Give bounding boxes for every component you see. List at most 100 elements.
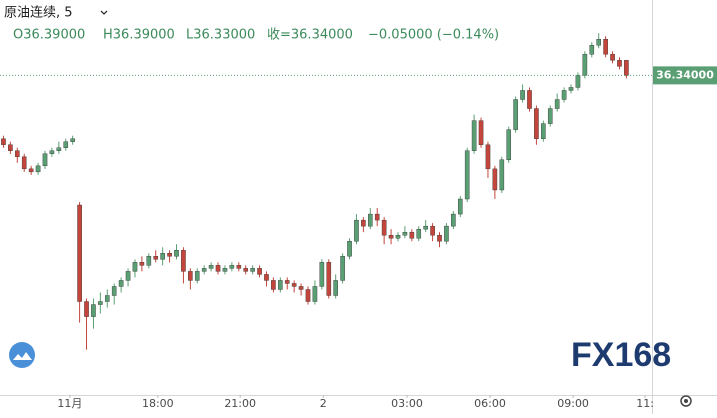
candle-body [506, 129, 512, 161]
candle-body [160, 253, 165, 260]
candle-body [485, 144, 491, 170]
candle-body [603, 38, 608, 55]
candle-body [236, 265, 242, 269]
candle-body [464, 150, 470, 200]
candle-body [284, 280, 290, 284]
ohlc-close: 收=36.34000 [267, 28, 353, 43]
candle-body [77, 204, 82, 302]
last-price-box [653, 66, 717, 85]
candle-body [201, 268, 207, 272]
candle-body [305, 289, 311, 302]
candle-body [610, 54, 615, 61]
candle-body [153, 256, 159, 260]
candle-body [35, 165, 41, 173]
candle-body [118, 280, 124, 287]
x-tick-label: 18:00 [142, 397, 174, 410]
candle-body [194, 271, 200, 281]
candle-body [215, 265, 221, 272]
candle-body [624, 60, 629, 76]
logo-mark [13, 352, 32, 360]
candle-body [589, 45, 595, 55]
candle-body [21, 156, 27, 170]
candle-body [575, 75, 581, 88]
candle-body [8, 144, 13, 151]
x-tick-label: 06:00 [474, 397, 506, 410]
candle-body [513, 99, 518, 130]
gear [680, 395, 692, 407]
candle-body [423, 225, 428, 230]
candle-body [132, 262, 138, 272]
candle-body [457, 198, 463, 215]
candle-body [28, 168, 34, 173]
candle-body [520, 90, 525, 100]
candle-body [222, 268, 228, 272]
candle-body [416, 228, 422, 239]
candle-body [347, 241, 352, 257]
candle-body [354, 219, 359, 242]
candle-body [188, 271, 193, 281]
candle-body [250, 268, 255, 272]
candle-body [208, 265, 214, 269]
x-tick-label: 11月 [57, 397, 82, 410]
candle-body [547, 108, 553, 124]
candle-body [229, 265, 235, 269]
candle-body [596, 38, 602, 46]
candle-body [42, 153, 48, 167]
candle-body [146, 256, 152, 266]
candle-body [49, 150, 55, 154]
candle-body [70, 138, 75, 142]
candle-body [91, 304, 96, 317]
candle-body [104, 295, 110, 302]
logo-button[interactable] [9, 342, 35, 368]
candle-body [243, 268, 249, 272]
candle-body [451, 213, 456, 227]
candle-body [568, 87, 574, 91]
candle-body [471, 120, 477, 151]
candle-body [257, 268, 262, 275]
candle-body [478, 120, 484, 145]
candle-body [167, 253, 172, 257]
candle-body [340, 256, 345, 281]
candle-body [63, 141, 69, 148]
x-tick-label: 11: [636, 397, 654, 410]
gear-center [684, 399, 688, 403]
candle-body [541, 123, 546, 139]
x-tick-label: 2 [320, 397, 327, 410]
candle-body [499, 159, 505, 191]
x-tick-label: 09:00 [557, 397, 589, 410]
candle-body [264, 274, 269, 281]
candle-body [174, 250, 179, 257]
candle-body [326, 262, 332, 296]
candle-body [374, 213, 380, 221]
candle-body [181, 250, 186, 272]
x-tick-label: 21:00 [224, 397, 256, 410]
candle-body [430, 225, 435, 236]
candle-body [298, 286, 304, 290]
ohlc-open: O36.39000 [13, 28, 85, 43]
settings-button[interactable] [680, 395, 692, 407]
candle-body [271, 280, 276, 290]
interval-dropdown[interactable] [100, 10, 108, 15]
candle-body [1, 138, 6, 145]
candle-body [402, 231, 408, 236]
candle-body [98, 301, 103, 305]
candle-body [409, 231, 415, 239]
candle-body [361, 219, 366, 227]
symbol-title: 原油连续, 5 [4, 5, 73, 21]
candle-body [582, 54, 588, 76]
candle-body [381, 219, 387, 236]
candle-body [527, 90, 532, 109]
candle-body [388, 234, 394, 239]
candle-body [554, 99, 560, 109]
candle-body [367, 213, 373, 227]
candle-body [139, 262, 145, 266]
plot-area: 11月 18:00 21:00 2 03:00 06:00 09:00 11: [1, 33, 654, 410]
candle-body [84, 301, 89, 317]
candle-body [15, 150, 20, 157]
logo-circle [9, 342, 35, 368]
candle-body [492, 168, 498, 191]
candle-body [56, 147, 62, 151]
candle-body [617, 60, 622, 67]
candle-body [278, 280, 283, 290]
